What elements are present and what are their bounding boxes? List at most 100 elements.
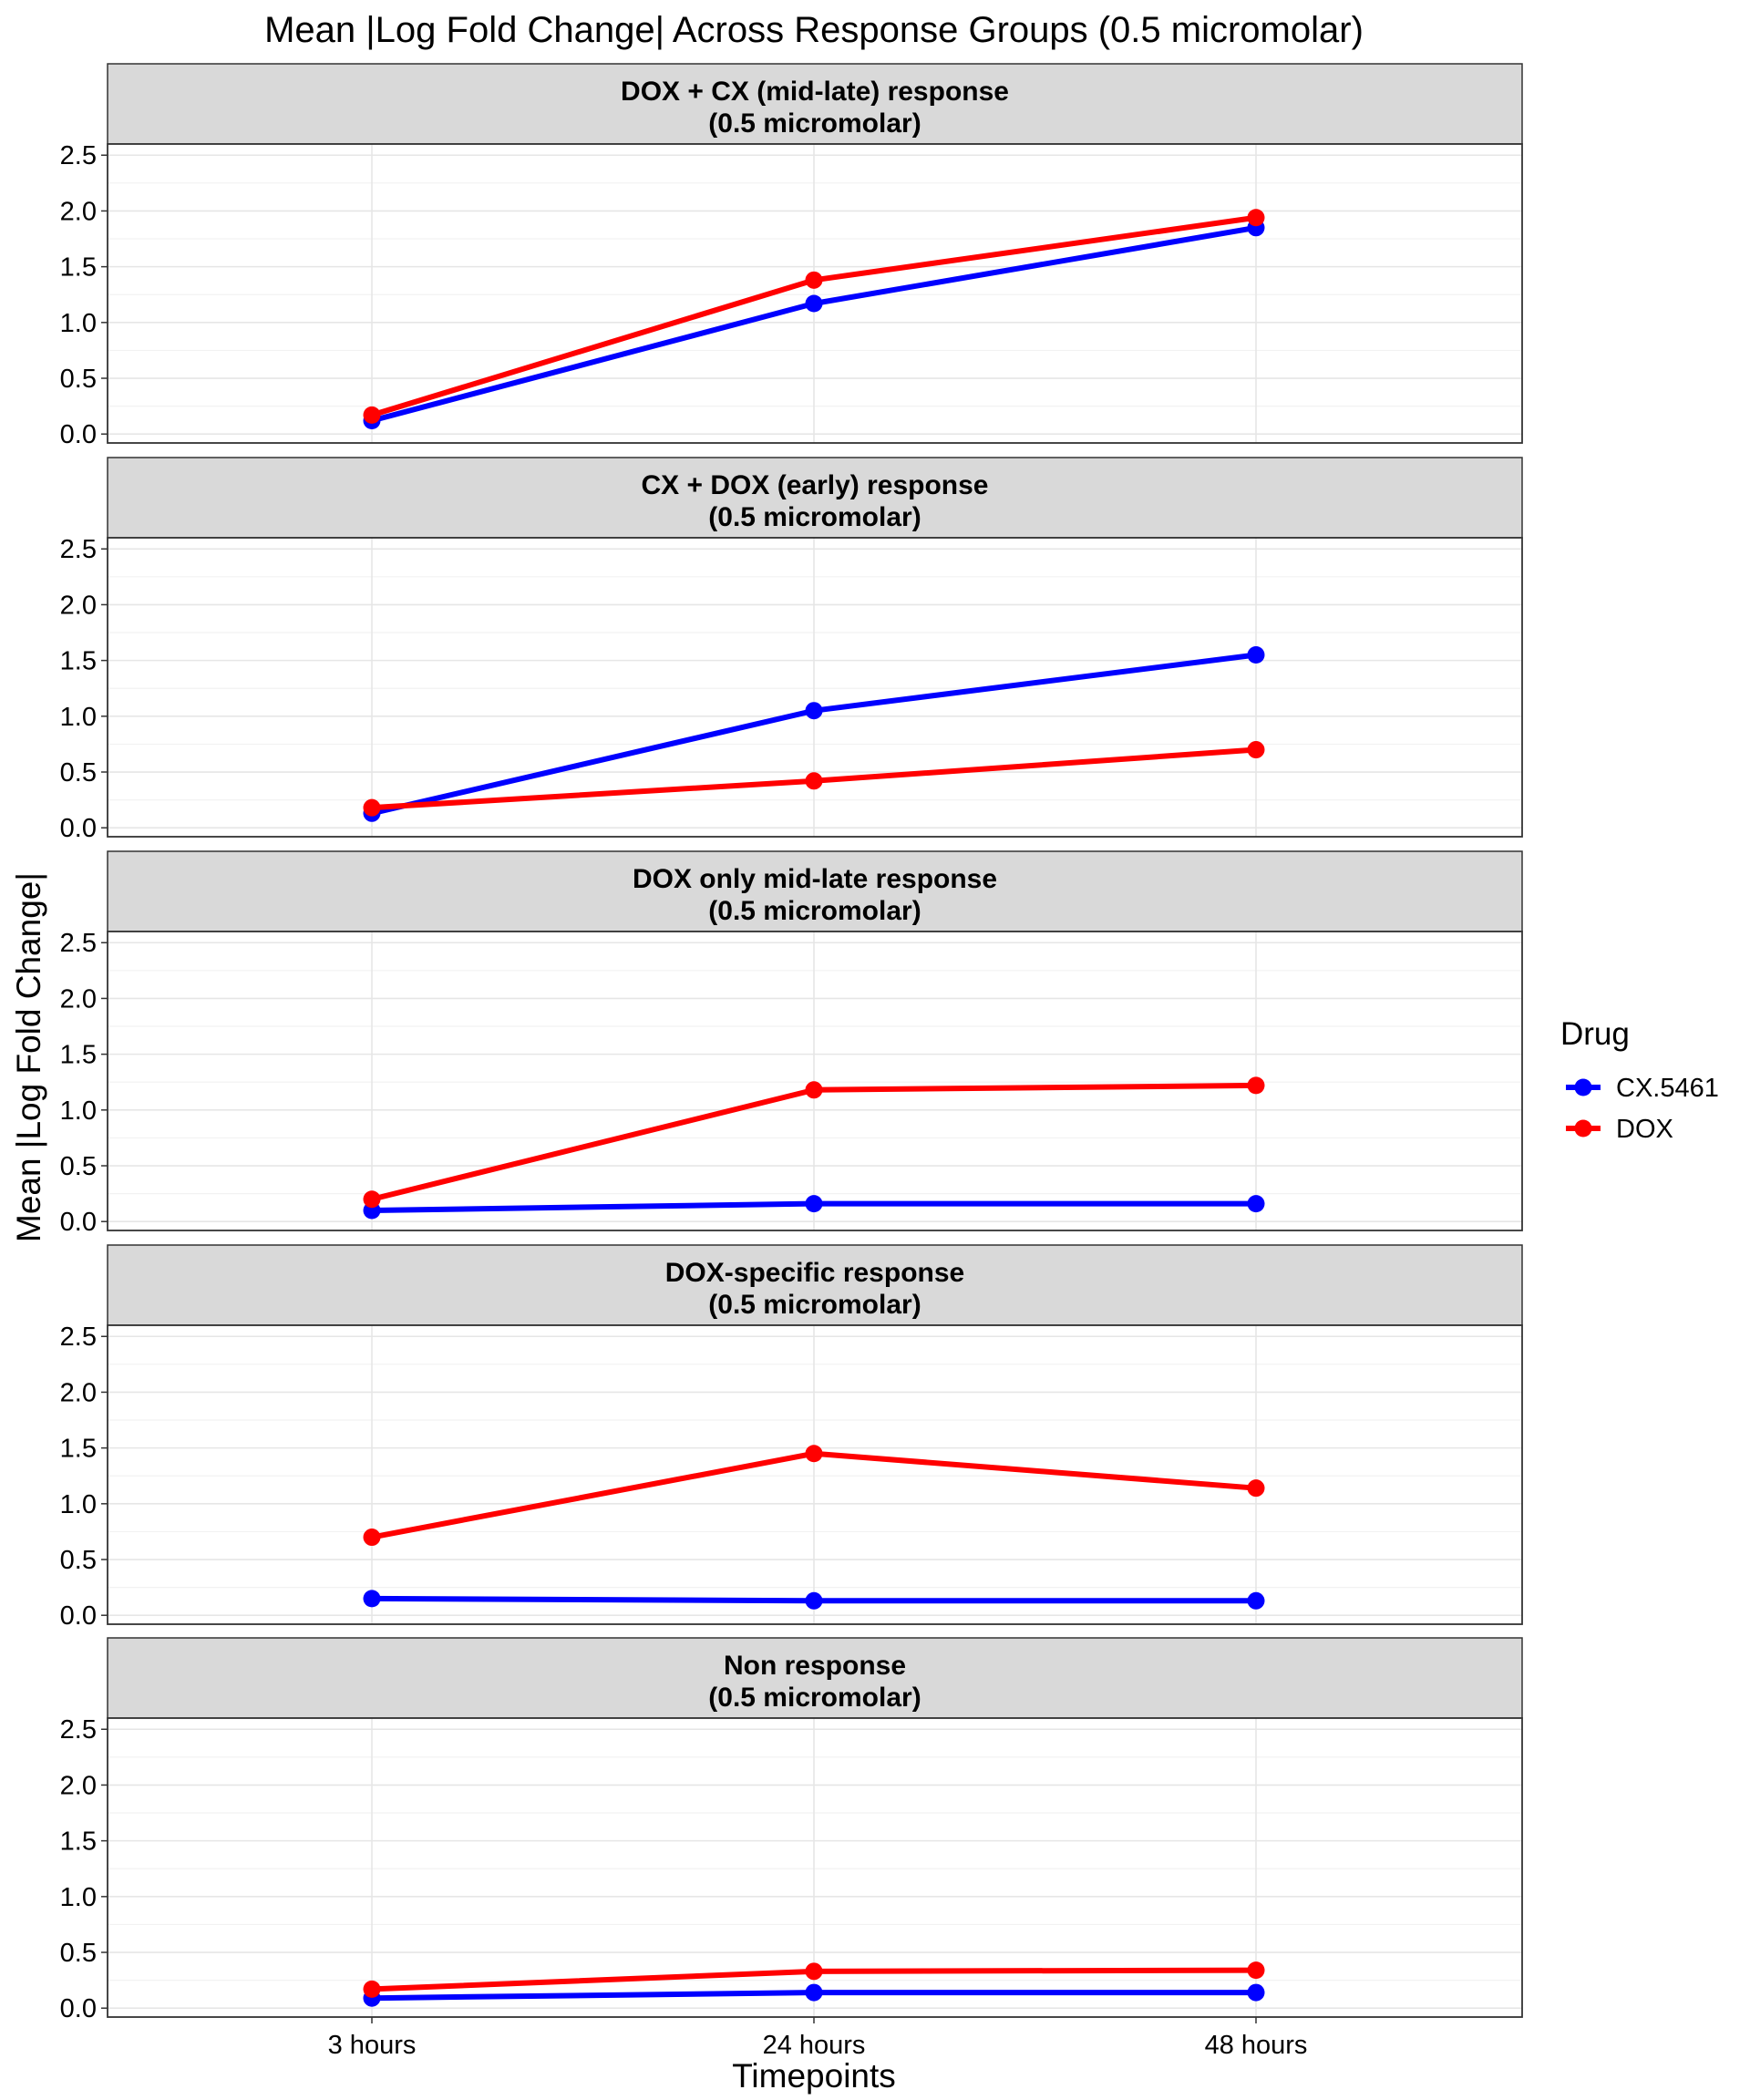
y-tick-label: 0.0	[60, 420, 97, 449]
y-tick-label: 0.0	[60, 1208, 97, 1237]
legend-entry: CX.5461	[1566, 1074, 1719, 1103]
facet-panels: DOX + CX (mid-late) response(0.5 micromo…	[60, 63, 1523, 2023]
facet-strip-subtitle: (0.5 micromolar)	[708, 1683, 921, 1713]
y-tick-label: 0.0	[60, 814, 97, 843]
y-tick-label: 0.0	[60, 1994, 97, 2023]
legend-key-marker	[1574, 1078, 1592, 1096]
y-tick-label: 2.0	[60, 591, 97, 620]
facet-strip-title: DOX-specific response	[665, 1258, 964, 1288]
y-axis-title: Mean |Log Fold Change|	[10, 872, 47, 1242]
data-point	[805, 1591, 823, 1610]
data-point	[363, 1190, 381, 1209]
y-tick-label: 1.0	[60, 1096, 97, 1126]
panel-border	[107, 1324, 1523, 1625]
data-point	[1247, 1479, 1265, 1498]
data-point	[805, 271, 823, 289]
x-tick-label: 48 hours	[1205, 2031, 1308, 2060]
data-point	[805, 772, 823, 790]
y-tick-label: 2.0	[60, 1771, 97, 1800]
facet-strip-title: CX + DOX (early) response	[642, 470, 989, 500]
legend-entry: DOX	[1566, 1115, 1673, 1144]
y-tick-label: 1.0	[60, 1490, 97, 1519]
facet-strip-subtitle: (0.5 micromolar)	[708, 502, 921, 532]
x-tick-label: 3 hours	[328, 2031, 417, 2060]
data-point	[363, 1529, 381, 1547]
facet-strip-subtitle: (0.5 micromolar)	[708, 1290, 921, 1320]
plot-background	[108, 144, 1522, 443]
data-point	[805, 1962, 823, 1981]
data-point	[363, 406, 381, 424]
facet-panel: DOX-specific response(0.5 micromolar) 0.0…	[60, 1244, 1523, 1631]
y-tick-label: 2.5	[60, 1323, 97, 1352]
data-point	[363, 798, 381, 817]
y-tick-label: 1.0	[60, 1883, 97, 1912]
data-point	[1247, 1076, 1265, 1095]
facet-panel: CX + DOX (early) response(0.5 micromolar…	[60, 457, 1523, 843]
panel-border	[107, 931, 1523, 1231]
legend-title: Drug	[1560, 1016, 1630, 1052]
plot-background	[108, 1325, 1522, 1624]
y-tick-label: 2.5	[60, 141, 97, 170]
x-tick-label: 24 hours	[763, 2031, 866, 2060]
data-point	[805, 1983, 823, 2002]
y-tick-label: 2.5	[60, 535, 97, 564]
facet-strip	[107, 63, 1523, 145]
data-point	[805, 294, 823, 313]
data-point	[1247, 646, 1265, 664]
data-point	[1247, 1591, 1265, 1610]
y-tick-label: 2.0	[60, 984, 97, 1014]
legend-label: CX.5461	[1616, 1074, 1719, 1103]
y-tick-label: 0.5	[60, 1546, 97, 1575]
y-tick-label: 1.5	[60, 647, 97, 676]
data-point	[1247, 741, 1265, 759]
y-tick-label: 1.5	[60, 1827, 97, 1857]
y-tick-label: 2.0	[60, 197, 97, 226]
facet-panel: DOX only mid-late response(0.5 micromola…	[60, 850, 1523, 1237]
y-tick-label: 0.5	[60, 1152, 97, 1181]
y-tick-label: 2.5	[60, 929, 97, 958]
facet-panel: Non response(0.5 micromolar) 0.0 0.5 1.0 1.5…	[60, 1637, 1523, 2023]
panel-border	[107, 1717, 1523, 2018]
y-tick-label: 0.5	[60, 758, 97, 788]
y-tick-label: 1.5	[60, 1041, 97, 1070]
y-tick-label: 2.5	[60, 1715, 97, 1745]
data-point	[1247, 1195, 1265, 1213]
legend-label: DOX	[1616, 1115, 1673, 1144]
data-point	[1247, 209, 1265, 227]
data-point	[805, 1445, 823, 1463]
chart-title: Mean |Log Fold Change| Across Response G…	[264, 10, 1364, 50]
x-axis-title: Timepoints	[732, 2057, 896, 2095]
plot-background	[108, 538, 1522, 837]
y-tick-label: 0.5	[60, 1939, 97, 1968]
y-tick-label: 2.0	[60, 1378, 97, 1407]
y-tick-label: 1.0	[60, 703, 97, 732]
facet-panel: DOX + CX (mid-late) response(0.5 micromo…	[60, 63, 1523, 449]
data-point	[1247, 1983, 1265, 2002]
facet-strip-title: Non response	[724, 1651, 906, 1681]
y-tick-label: 1.5	[60, 253, 97, 283]
x-axis: 3 hours 24 hours 48 hours	[328, 2017, 1308, 2060]
data-point	[363, 1980, 381, 1998]
data-point	[805, 702, 823, 720]
y-tick-label: 1.5	[60, 1435, 97, 1464]
panel-border	[107, 143, 1523, 444]
facet-strip-subtitle: (0.5 micromolar)	[708, 108, 921, 139]
panel-border	[107, 537, 1523, 838]
data-point	[363, 1590, 381, 1608]
facet-strip-subtitle: (0.5 micromolar)	[708, 896, 921, 926]
facet-strip	[107, 457, 1523, 539]
data-point	[805, 1081, 823, 1099]
data-point	[805, 1195, 823, 1213]
y-tick-label: 1.0	[60, 309, 97, 338]
facet-strip-title: DOX + CX (mid-late) response	[621, 77, 1009, 107]
legend: Drug CX.5461 DOX	[1560, 1016, 1719, 1144]
legend-key-marker	[1574, 1119, 1592, 1138]
facet-strip-title: DOX only mid-late response	[633, 864, 997, 894]
y-tick-label: 0.0	[60, 1601, 97, 1631]
facet-strip	[107, 850, 1523, 932]
facet-strip	[107, 1244, 1523, 1326]
facet-strip	[107, 1637, 1523, 1719]
plot-background	[108, 932, 1522, 1230]
data-point	[1247, 1961, 1265, 1980]
